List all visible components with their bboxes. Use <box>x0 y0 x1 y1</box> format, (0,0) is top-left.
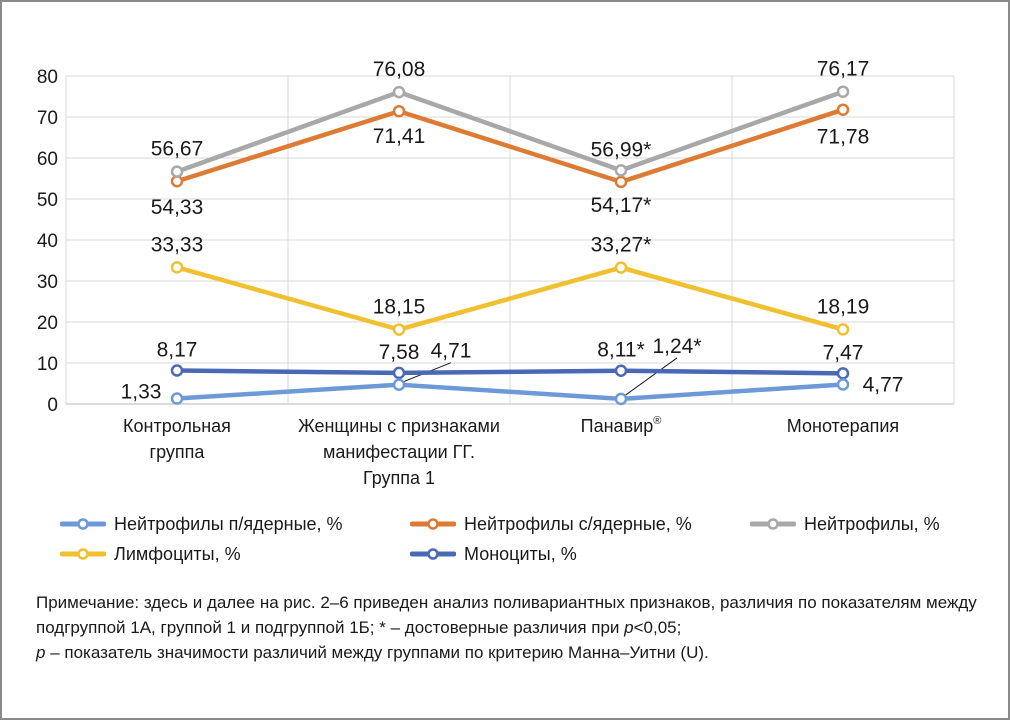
category-label-line: Панавир® <box>581 415 662 436</box>
y-tick-label: 50 <box>37 190 58 211</box>
series-line <box>174 368 846 376</box>
data-point <box>392 104 406 118</box>
series-lines <box>174 89 846 402</box>
category-label: Монотерапия <box>787 416 899 436</box>
y-tick-label: 60 <box>37 149 58 170</box>
data-label: 54,17* <box>591 194 652 217</box>
data-point <box>392 323 406 336</box>
legend-item-lymphocytes: Лимфоциты, % <box>60 540 241 568</box>
legend-label: Нейтрофилы с/ядерные, % <box>464 513 692 534</box>
legend-item-neutrophils: Нейтрофилы, % <box>750 510 940 538</box>
leader-lines <box>400 357 678 398</box>
data-point <box>836 85 850 98</box>
data-label: 33,27* <box>591 234 652 257</box>
figure-note: Примечание: здесь и далее на рис. 2–6 пр… <box>36 590 986 665</box>
legend-item-neutrophils-segmented: Нейтрофилы с/ядерные, % <box>410 510 692 538</box>
data-point <box>836 103 850 116</box>
y-tick-label: 30 <box>37 272 58 293</box>
y-tick-label: 40 <box>37 231 58 252</box>
note-p-2: p <box>36 643 46 662</box>
legend: Нейтрофилы п/ядерные, % Нейтрофилы с/яде… <box>42 510 982 574</box>
legend-marker-icon <box>60 518 106 530</box>
series-line <box>174 107 846 185</box>
category-label: Панавир® <box>581 415 662 436</box>
note-text-1: Примечание: здесь и далее на рис. 2–6 пр… <box>36 593 977 637</box>
data-point <box>614 392 628 406</box>
data-label: 33,33 <box>151 233 204 256</box>
y-tick-label: 0 <box>47 395 58 416</box>
legend-label: Лимфоциты, % <box>114 543 241 564</box>
category-label-line: Женщины с признаками <box>298 416 500 436</box>
category-label-line: манифестации ГГ. <box>323 442 475 462</box>
note-p: p <box>624 618 634 637</box>
data-point <box>614 364 628 377</box>
data-point <box>170 392 184 405</box>
data-point <box>836 378 850 391</box>
legend-label: Нейтрофилы п/ядерные, % <box>114 513 343 534</box>
line-chart: 0 10 20 30 40 50 60 70 80 Контрольная группа Женщи… <box>37 58 955 488</box>
legend-item-monocytes: Моноциты, % <box>410 540 577 568</box>
legend-label: Моноциты, % <box>464 543 577 564</box>
leader-line <box>622 357 678 398</box>
legend-marker-icon <box>750 518 796 530</box>
category-label: Женщины с признаками манифестации ГГ. Груп… <box>298 416 500 488</box>
legend-item-neutrophils-band: Нейтрофилы п/ядерные, % <box>60 510 343 538</box>
data-label: 8,17 <box>157 339 198 362</box>
data-point <box>836 367 850 380</box>
y-tick-label: 80 <box>37 67 58 88</box>
data-label: 1,33 <box>121 381 162 404</box>
data-label: 7,58 <box>379 341 420 364</box>
data-label: 71,41 <box>373 125 426 148</box>
y-tick-label: 70 <box>37 108 58 129</box>
data-point <box>170 165 184 178</box>
series-line <box>174 89 846 174</box>
data-label: 54,33 <box>151 196 204 219</box>
y-tick-label: 10 <box>37 354 58 375</box>
data-label: 56,99* <box>591 138 652 161</box>
data-label: 4,77 <box>863 373 904 396</box>
data-label: 76,08 <box>373 58 426 81</box>
y-axis-ticks: 0 10 20 30 40 50 60 70 80 <box>37 67 58 416</box>
legend-marker-icon <box>60 548 106 560</box>
data-label: 18,15 <box>373 296 426 319</box>
data-point <box>392 378 406 391</box>
category-label-line: Контрольная <box>123 416 231 436</box>
legend-marker-icon <box>410 518 456 530</box>
data-point <box>614 261 628 274</box>
data-label: 18,19 <box>817 295 870 318</box>
data-point <box>392 366 406 380</box>
data-point <box>170 364 184 377</box>
data-point <box>614 175 628 189</box>
category-label-line: группа <box>150 442 206 462</box>
legend-label: Нейтрофилы, % <box>804 513 940 534</box>
data-label: 8,11* <box>597 339 645 362</box>
data-label: 7,47 <box>823 341 864 364</box>
data-point <box>392 85 406 99</box>
category-label-line: Группа 1 <box>363 468 435 488</box>
data-point <box>170 261 184 274</box>
data-point <box>614 164 628 177</box>
data-label: 71,78 <box>817 126 870 149</box>
data-label: 4,71 <box>431 340 472 363</box>
series-points <box>170 85 850 406</box>
registered-mark: ® <box>653 415 661 427</box>
data-label: 1,24* <box>652 335 701 358</box>
x-axis-categories: Контрольная группа Женщины с признаками ман… <box>123 415 899 488</box>
data-label: 76,17 <box>817 58 870 81</box>
y-tick-label: 20 <box>37 313 58 334</box>
data-point <box>836 323 850 336</box>
series-line <box>174 382 846 402</box>
category-label: Контрольная группа <box>123 416 231 462</box>
legend-marker-icon <box>410 548 456 560</box>
series-line <box>174 265 846 332</box>
data-labels: 1,33 4,71 1,24* 4,77 54,33 71,41 54,17* 71,78 56… <box>121 58 904 404</box>
note-text-2: <0,05; <box>633 618 682 637</box>
note-text-3: – показатель значимости различий между г… <box>45 643 709 662</box>
category-label-line: Монотерапия <box>787 416 899 436</box>
data-label: 56,67 <box>151 138 204 161</box>
